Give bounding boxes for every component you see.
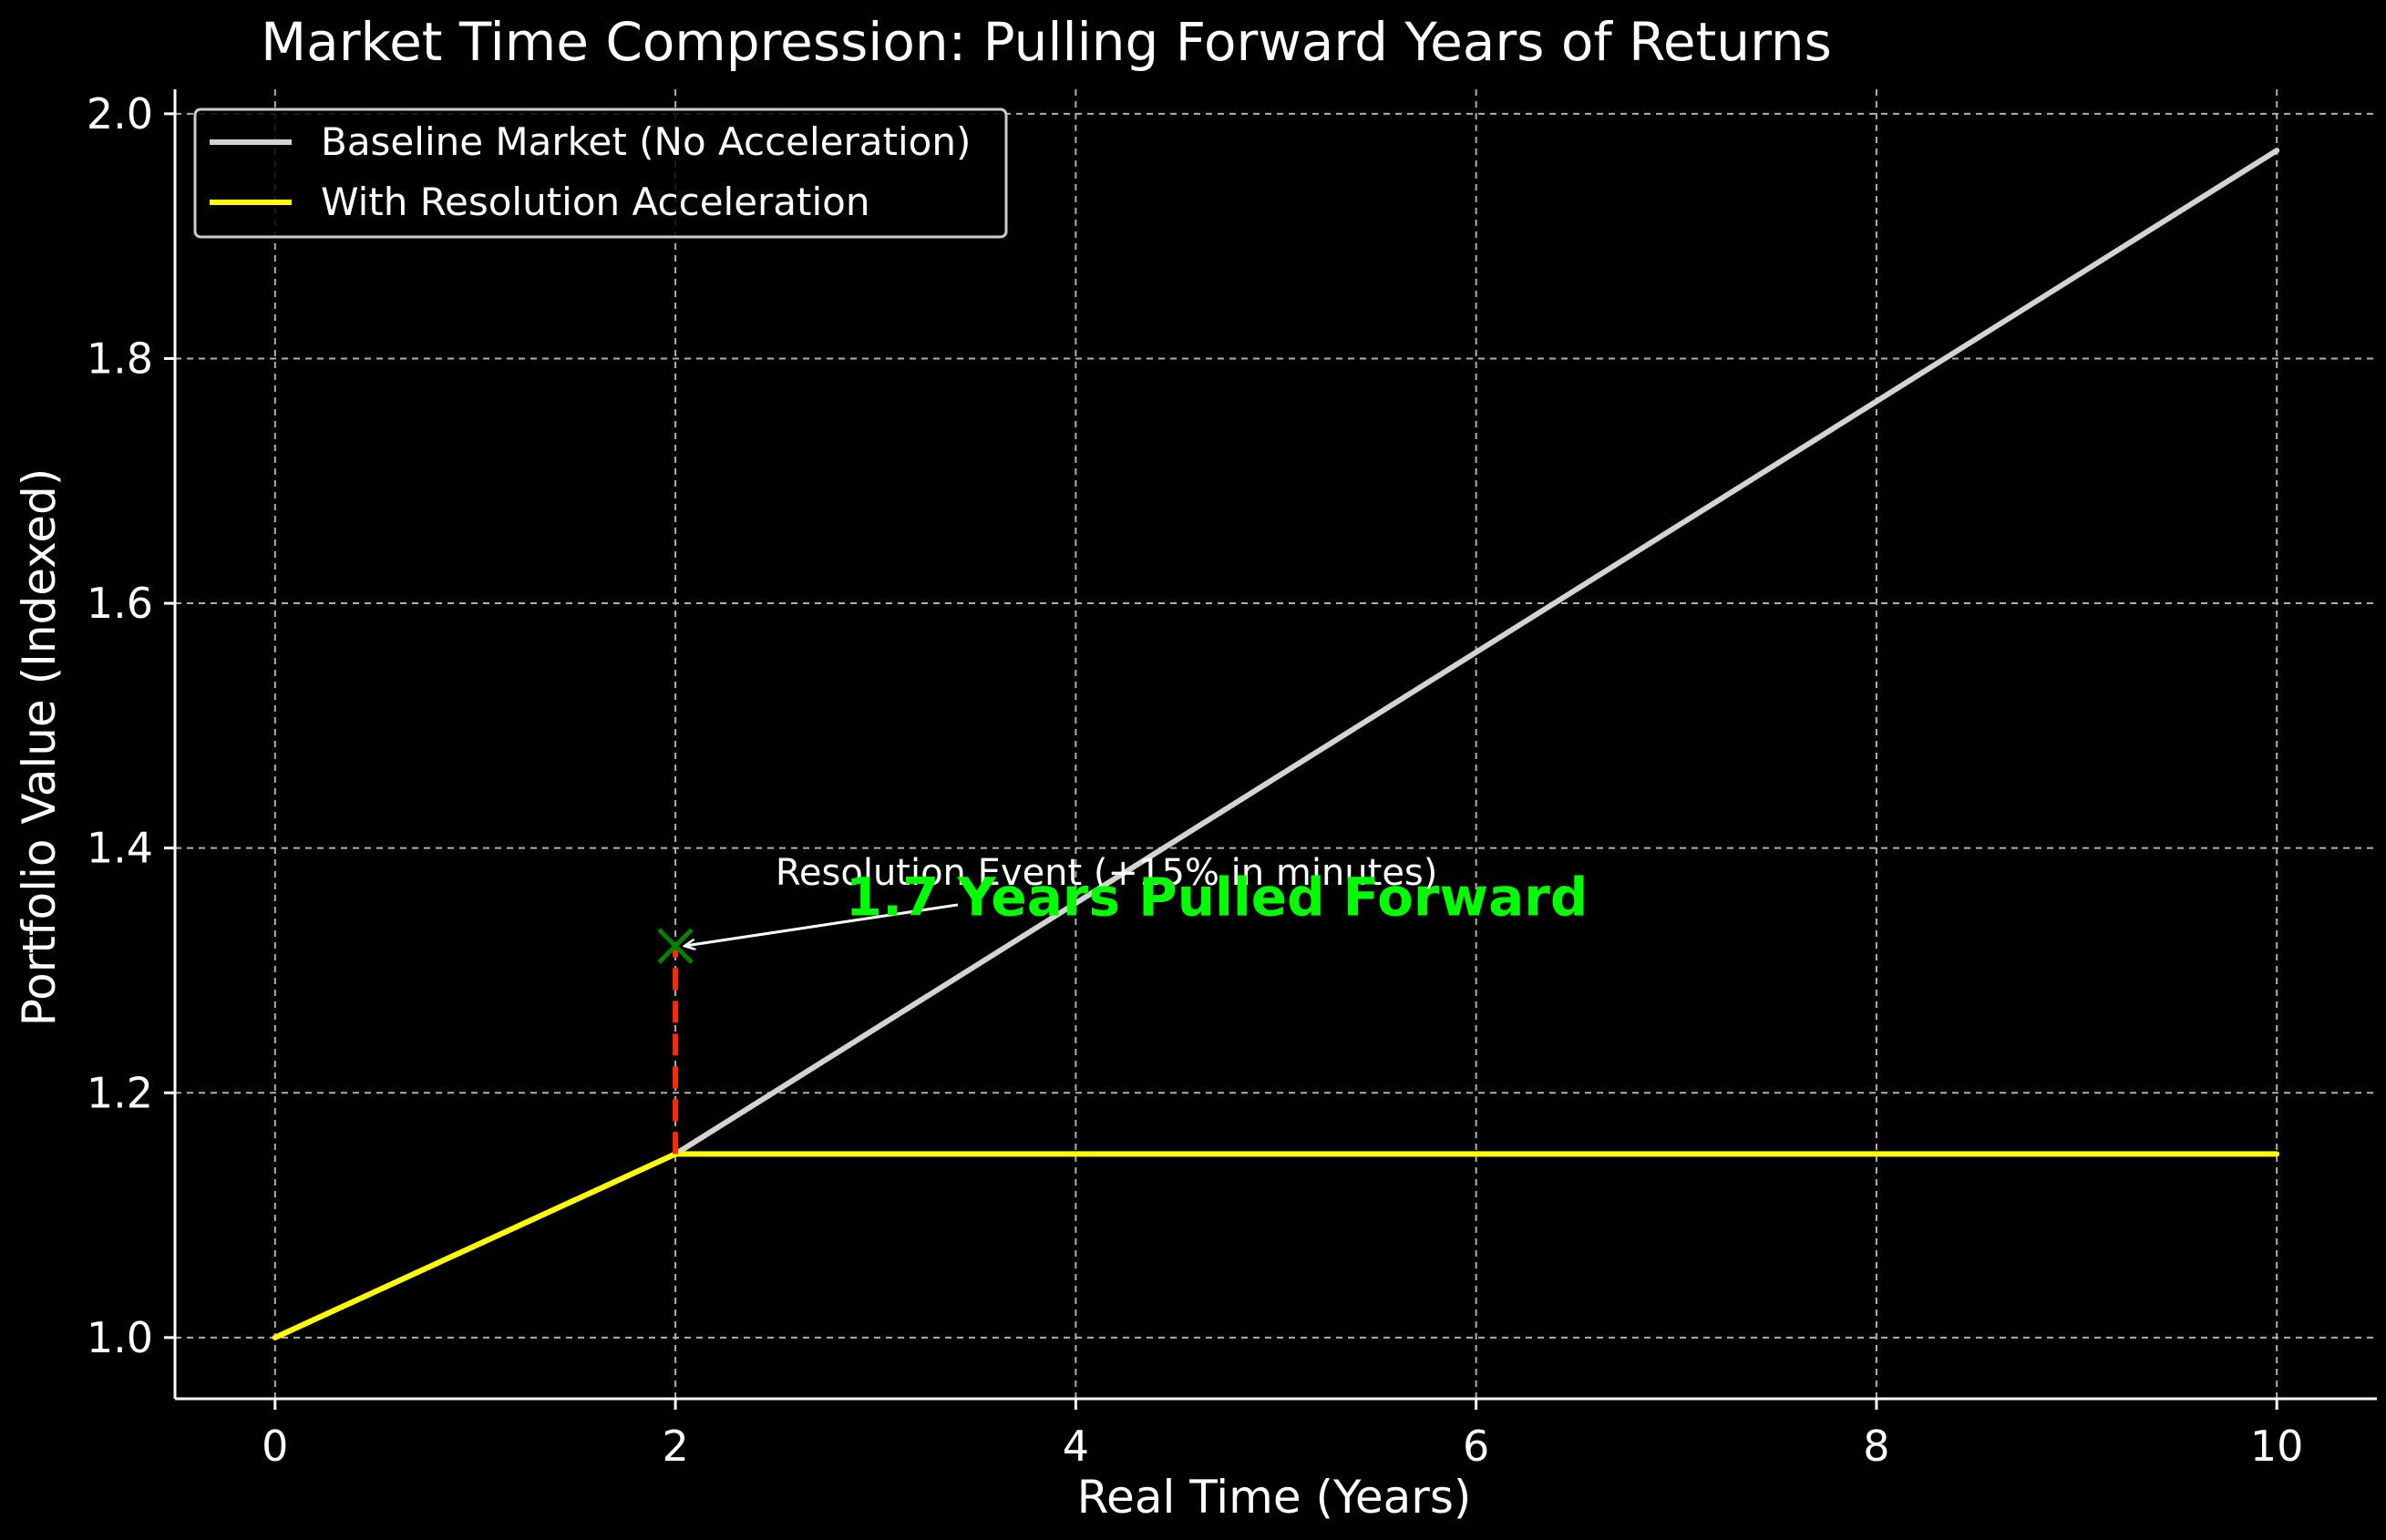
annotation-arrow	[684, 903, 959, 946]
x-tick-label: 8	[1863, 1422, 1889, 1471]
y-tick-label: 1.6	[87, 579, 153, 628]
chart-title: Market Time Compression: Pulling Forward…	[261, 11, 1832, 73]
legend-label-1: Baseline Market (No Acceleration)	[321, 119, 971, 164]
x-axis-label: Real Time (Years)	[1077, 1471, 1472, 1524]
x-tick-label: 0	[262, 1422, 288, 1471]
annotation-text-1: Resolution Event (+15% in minutes)	[776, 852, 1437, 894]
y-axis-label: Portfolio Value (Indexed)	[13, 468, 66, 1026]
y-tick-label: 1.0	[87, 1313, 153, 1362]
annotation-text-2: 1.7 Years Pulled Forward	[846, 867, 1589, 929]
event-marker-stroke	[657, 928, 694, 964]
plot-area: 0 2 4 6 8 10 1.0 1.2 1.4 1.6 1.8 2.0 Resolution Even…	[87, 89, 2377, 1471]
x-tick-label: 4	[1063, 1422, 1089, 1471]
x-tick-label: 2	[662, 1422, 688, 1471]
legend-box	[193, 108, 1008, 239]
legend: Baseline Market (No Acceleration) With Re…	[193, 108, 1008, 239]
y-tick-label: 2.0	[87, 89, 153, 139]
y-tick-label: 1.8	[87, 334, 153, 383]
y-tick-label: 1.4	[87, 824, 153, 873]
x-tick-label: 10	[2250, 1422, 2304, 1471]
legend-label-2: With Resolution Acceleration	[321, 180, 870, 224]
y-tick-label: 1.2	[87, 1068, 153, 1117]
x-tick-label: 6	[1463, 1422, 1489, 1471]
